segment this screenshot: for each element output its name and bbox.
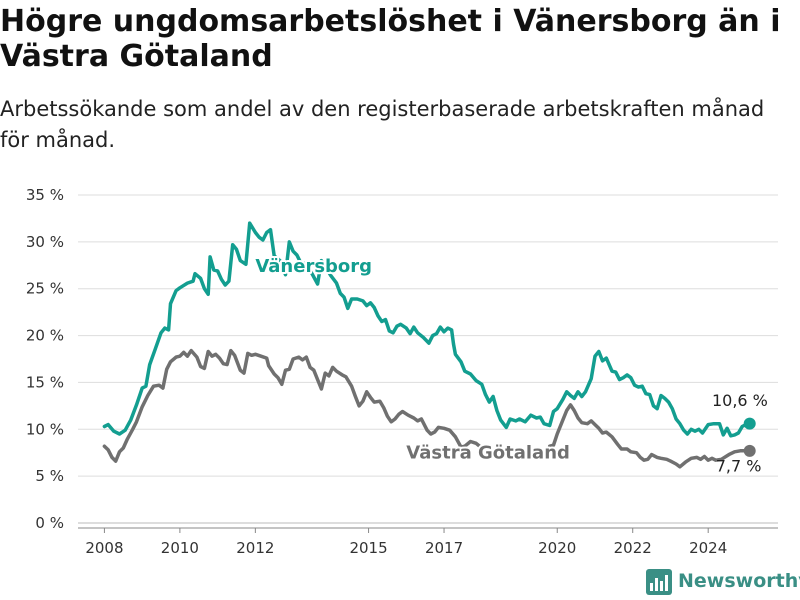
newsworthy-logo: Newsworthy (645, 568, 800, 598)
x-tick-label: 2017 (425, 539, 463, 557)
y-tick-label: 10 % (26, 420, 64, 438)
chart-subtitle: Arbetssökande som andel av den registerb… (0, 97, 765, 152)
x-tick-label: 2020 (538, 539, 576, 557)
y-tick-label: 25 % (26, 280, 64, 298)
vanersborg-end-point (743, 417, 756, 430)
x-tick-label: 2024 (689, 539, 727, 557)
y-tick-label: 20 % (26, 327, 64, 345)
x-tick-label: 2008 (85, 539, 123, 557)
vanersborg-line (102, 221, 752, 438)
x-axis: 2008 2010 2012 2015 2017 2020 2022 2024 (78, 527, 778, 557)
brand-name: Newsworthy (678, 570, 800, 592)
x-tick-label: 2022 (614, 539, 652, 557)
y-axis-ticks: 0 % 5 % 10 % 15 % 20 % 25 % 30 % 35 % (26, 186, 64, 532)
series-lines (102, 221, 756, 469)
series-labels: Vänersborg Västra Götaland 10,6 % 7,7 % (253, 254, 768, 476)
chart-title: Högre ungdomsarbetslöshet i Vänersborg ä… (0, 4, 781, 74)
x-tick-label: 2015 (349, 539, 387, 557)
series-name-label: Vänersborg (255, 256, 372, 277)
y-tick-label: 0 % (35, 514, 64, 532)
y-tick-label: 15 % (26, 373, 64, 391)
y-tick-label: 30 % (26, 233, 64, 251)
newsworthy-chart-icon (646, 569, 672, 595)
series-name-label: Västra Götaland (406, 442, 570, 463)
x-tick-label: 2010 (161, 539, 199, 557)
grid-lines (78, 194, 778, 524)
y-tick-label: 35 % (26, 186, 64, 204)
vastra-gotaland-line (102, 348, 490, 463)
x-tick-label: 2012 (236, 539, 274, 557)
end-value-label: 7,7 % (716, 456, 762, 475)
end-value-label: 10,6 % (712, 391, 768, 410)
y-tick-label: 5 % (35, 467, 64, 485)
vastra-gotaland-line (547, 403, 752, 469)
vastra-gotaland-end-point (743, 444, 756, 457)
